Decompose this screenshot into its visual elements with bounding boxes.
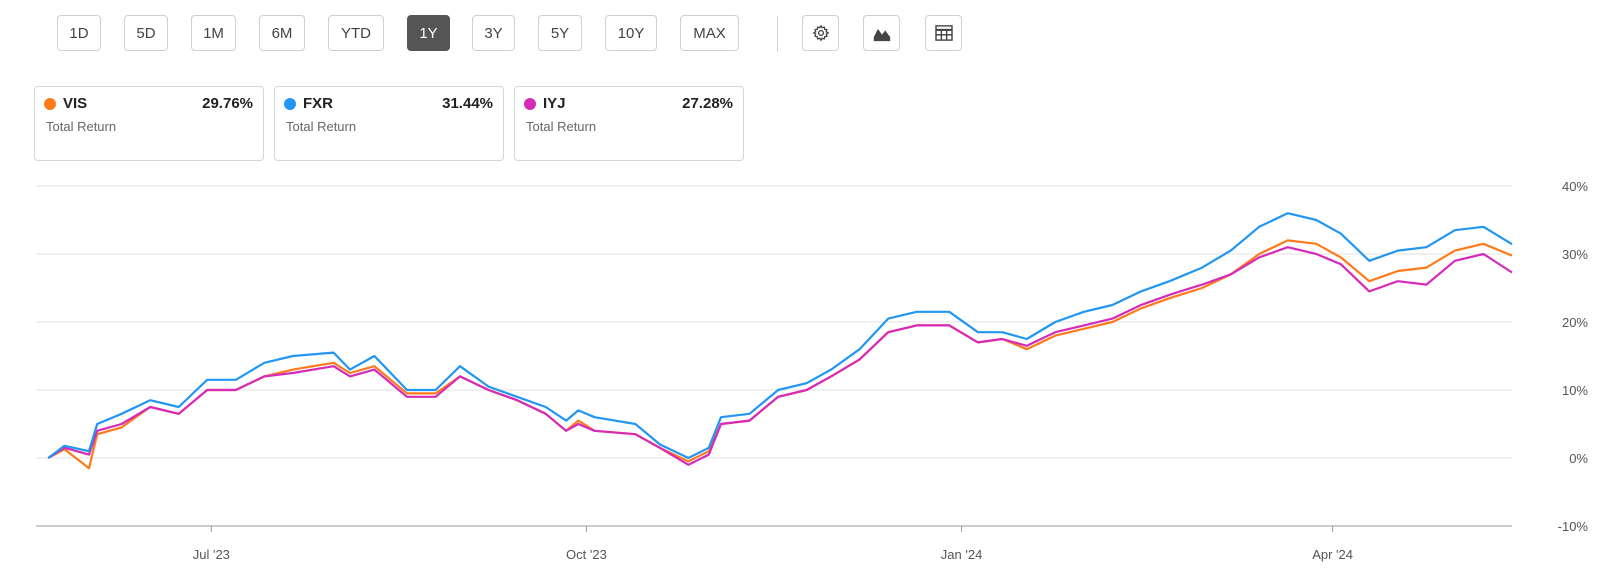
x-tick-label: Jan '24 — [941, 547, 983, 562]
settings-button[interactable] — [802, 15, 839, 51]
range-button-1m[interactable]: 1M — [191, 15, 236, 51]
range-button-10y[interactable]: 10Y — [605, 15, 657, 51]
y-tick-label: -10% — [1558, 519, 1589, 534]
y-tick-label: 40% — [1562, 179, 1588, 194]
metric-label: Total Return — [286, 119, 357, 134]
y-tick-label: 10% — [1562, 383, 1588, 398]
return-value: 29.76% — [202, 95, 253, 112]
series-color-dot — [524, 98, 536, 110]
table-view-button[interactable] — [925, 15, 962, 51]
ticker-label: FXR — [303, 95, 333, 112]
metric-label: Total Return — [46, 119, 117, 134]
range-button-1y[interactable]: 1Y — [407, 15, 450, 51]
x-tick-label: Apr '24 — [1312, 547, 1353, 562]
legend-card-fxr[interactable]: FXR 31.44% Total Return — [274, 86, 504, 161]
y-tick-label: 0% — [1569, 451, 1588, 466]
series-color-dot — [284, 98, 296, 110]
toolbar-divider — [777, 16, 778, 52]
range-button-1d[interactable]: 1D — [57, 15, 101, 51]
range-button-3y[interactable]: 3Y — [472, 15, 515, 51]
table-icon — [934, 25, 953, 41]
return-value: 27.28% — [682, 95, 733, 112]
ticker-label: VIS — [63, 95, 88, 112]
line-chart[interactable]: 40% 30% 20% 10% 0% -10% Jul '23 Oct '23 Jan '24 A… — [0, 170, 1600, 571]
series-color-dot — [44, 98, 56, 110]
return-value: 31.44% — [442, 95, 493, 112]
gear-icon — [812, 24, 829, 42]
chart-type-icon — [873, 28, 890, 42]
chart-type-button[interactable] — [863, 15, 900, 51]
legend-card-vis[interactable]: VIS 29.76% Total Return — [34, 86, 264, 161]
series-line-vis[interactable] — [47, 239, 1513, 470]
series-line-iyj[interactable] — [47, 246, 1513, 466]
toolbar: 1D 5D 1M 6M YTD 1Y 3Y 5Y 10Y MAX — [0, 0, 1600, 70]
y-tick-label: 30% — [1562, 247, 1588, 262]
range-button-ytd[interactable]: YTD — [328, 15, 384, 51]
range-button-max[interactable]: MAX — [680, 15, 739, 51]
y-tick-label: 20% — [1562, 315, 1588, 330]
x-tick-label: Jul '23 — [193, 547, 230, 562]
x-tick-label: Oct '23 — [566, 547, 607, 562]
range-button-6m[interactable]: 6M — [259, 15, 305, 51]
metric-label: Total Return — [526, 119, 597, 134]
range-button-5d[interactable]: 5D — [124, 15, 168, 51]
range-button-5y[interactable]: 5Y — [538, 15, 582, 51]
legend-card-iyj[interactable]: IYJ 27.28% Total Return — [514, 86, 744, 161]
series-line-fxr[interactable] — [47, 212, 1513, 460]
ticker-label: IYJ — [543, 95, 566, 112]
